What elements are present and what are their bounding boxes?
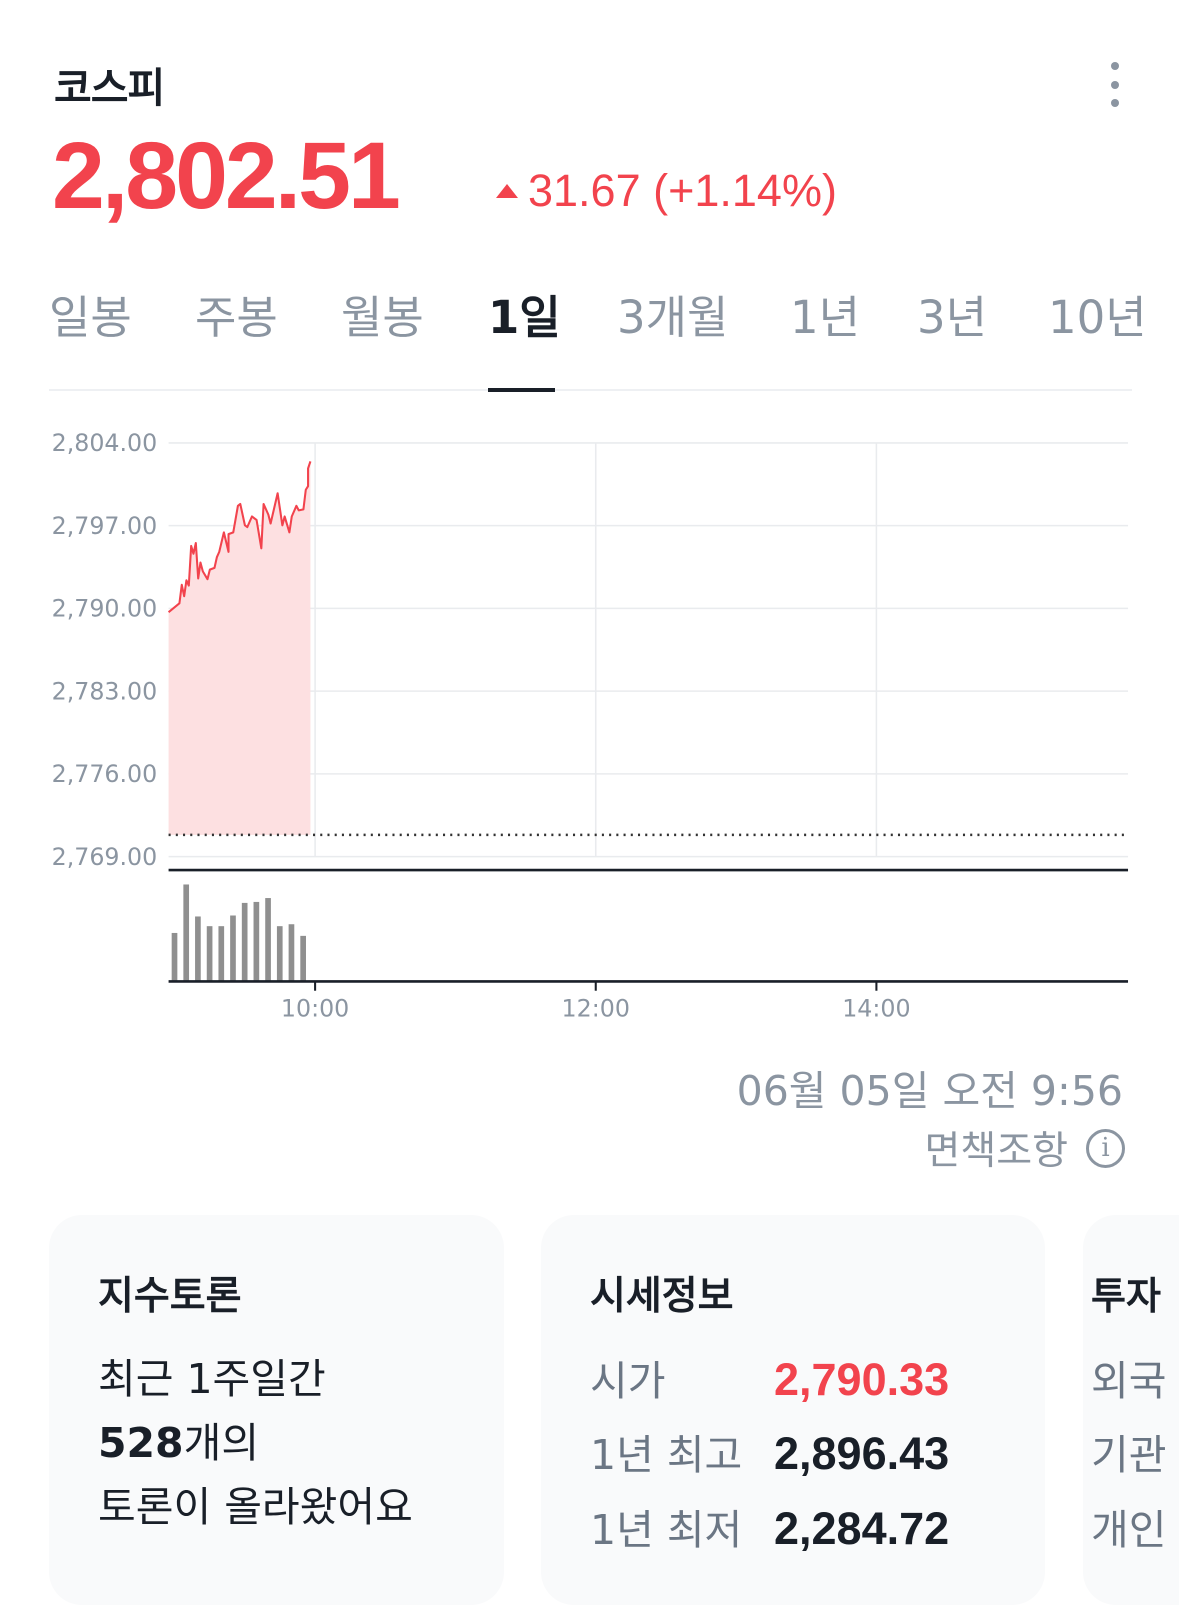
discussion-line: 토론이 올라왔어요 xyxy=(98,1483,413,1531)
tab-weekly-candle[interactable]: 주봉 xyxy=(195,291,278,344)
quote-card-title: 시세정보 xyxy=(590,1274,734,1319)
volume-bar xyxy=(265,898,271,982)
discussion-line: 최근 1주일간 xyxy=(98,1355,326,1403)
chart-timestamp: 06월 05일 오전 9:56 xyxy=(736,1067,1123,1115)
x-tick-label: 14:00 xyxy=(842,995,910,1023)
intraday-chart[interactable]: 2,804.00 2,797.00 2,790.00 2,783.00 2,776.00… xyxy=(0,413,1179,1032)
tab-3-years[interactable]: 3년 xyxy=(917,291,988,344)
volume-bar xyxy=(206,926,213,982)
discussion-count: 528 xyxy=(98,1419,184,1467)
volume-bar xyxy=(218,926,225,982)
quote-row-open: 시가 2,790.33 xyxy=(590,1347,949,1407)
volume-bar xyxy=(300,935,306,982)
tab-10-years[interactable]: 10년 xyxy=(1048,291,1147,344)
volume-bar xyxy=(253,901,260,982)
price-change-value: 31.67 (+1.14%) xyxy=(528,165,837,216)
investor-row-individual: 개인 xyxy=(1091,1506,1167,1554)
quote-label: 시가 xyxy=(590,1357,666,1405)
volume-bar xyxy=(230,915,236,982)
quote-value: 2,790.33 xyxy=(774,1354,950,1405)
volume-bar xyxy=(241,902,248,982)
y-tick-label: 2,790.00 xyxy=(52,595,158,623)
quote-value: 2,284.72 xyxy=(774,1503,950,1554)
discussion-summary: 최근 1주일간 528개의 토론이 올라왔어요 xyxy=(98,1347,413,1539)
quote-info-card[interactable]: 시세정보 시가 2,790.33 1년 최고 2,896.43 1년 최저 2,284… xyxy=(541,1215,1045,1605)
volume-bar xyxy=(171,932,178,982)
current-price: 2,802.51 xyxy=(52,123,401,229)
discussion-count-suffix: 개의 xyxy=(183,1419,260,1467)
y-tick-label: 2,769.00 xyxy=(52,843,158,871)
tab-1-day[interactable]: 1일 xyxy=(488,291,561,344)
more-menu-icon[interactable] xyxy=(1101,62,1128,107)
investor-row-foreign: 외국 xyxy=(1091,1357,1167,1405)
price-line xyxy=(167,461,312,614)
quote-value: 2,896.43 xyxy=(774,1428,950,1479)
y-tick-label: 2,804.00 xyxy=(52,429,158,457)
investor-row-institution: 기관 xyxy=(1091,1431,1167,1479)
period-tabs: 일봉 주봉 월봉 1일 3개월 1년 3년 10년 xyxy=(49,281,1147,389)
volume-bar xyxy=(276,926,283,982)
quote-label: 1년 최저 xyxy=(590,1506,743,1554)
price-area-fill xyxy=(168,461,311,835)
quote-label: 1년 최고 xyxy=(590,1431,743,1479)
y-tick-label: 2,783.00 xyxy=(52,677,158,705)
discussion-card-title: 지수토론 xyxy=(98,1274,242,1319)
discussion-count-line: 528개의 xyxy=(98,1411,413,1475)
info-icon: i xyxy=(1086,1128,1125,1168)
investor-card-title: 투자 xyxy=(1091,1274,1161,1318)
volume-bar xyxy=(288,924,295,982)
up-triangle-icon xyxy=(496,184,518,198)
price-change: 31.67 (+1.14%) xyxy=(496,165,837,217)
disclaimer-link[interactable]: 면책조항 i xyxy=(924,1120,1125,1176)
disclaimer-label: 면책조항 xyxy=(924,1129,1068,1174)
y-tick-label: 2,797.00 xyxy=(52,512,158,540)
x-tick-label: 12:00 xyxy=(562,995,630,1023)
discussion-card[interactable]: 지수토론 최근 1주일간 528개의 토론이 올라왔어요 xyxy=(49,1215,504,1605)
tab-1-year[interactable]: 1년 xyxy=(790,291,861,344)
volume-bar xyxy=(195,916,201,982)
y-tick-label: 2,776.00 xyxy=(52,760,158,788)
x-tick-label: 10:00 xyxy=(281,995,349,1023)
index-title: 코스피 xyxy=(54,64,165,112)
tab-3-months[interactable]: 3개월 xyxy=(617,291,729,344)
tab-monthly-candle[interactable]: 월봉 xyxy=(341,291,424,344)
tabs-divider xyxy=(49,389,1132,391)
tab-daily-candle[interactable]: 일봉 xyxy=(49,291,132,344)
investor-card[interactable]: 투자 외국 기관 개인 xyxy=(1083,1215,1179,1605)
active-tab-indicator xyxy=(488,388,555,392)
quote-row-52w-low: 1년 최저 2,284.72 xyxy=(590,1496,949,1556)
quote-row-52w-high: 1년 최고 2,896.43 xyxy=(590,1421,949,1481)
volume-bar xyxy=(183,884,190,982)
